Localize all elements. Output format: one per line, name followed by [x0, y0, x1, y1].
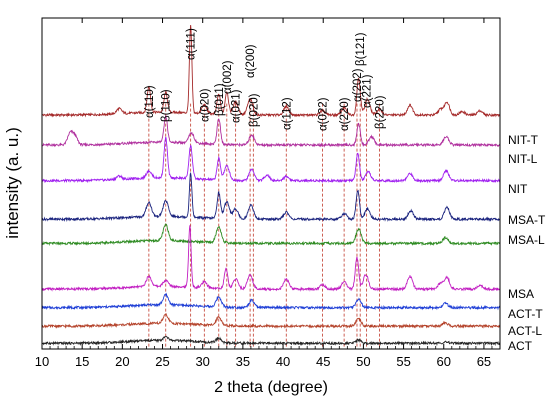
x-tick-label: 25 [155, 354, 169, 369]
sample-label-act-l: ACT-L [508, 324, 542, 338]
x-tick-label: 65 [477, 354, 491, 369]
sample-label-msa-l: MSA-L [508, 233, 545, 247]
peak-label: α(022) [317, 97, 329, 131]
peak-label: α(111) [186, 28, 198, 60]
peak-labels: α(110) β(110)α(111)α(020) β(011)α(002)α(02… [144, 28, 387, 131]
peak-label: α(020) [199, 88, 211, 122]
peak-label: α(221) [362, 74, 374, 108]
sample-label-nit-t: NIT-T [508, 133, 539, 147]
peak-label: β(020) [248, 93, 260, 127]
series-traces [41, 25, 501, 347]
series-line-nit [41, 136, 501, 184]
series-line-msa [41, 225, 501, 292]
peak-label: α(110) [144, 85, 156, 118]
series-line-act-l [41, 313, 501, 329]
x-tick-label: 15 [75, 354, 89, 369]
sample-label-nit-l: NIT-L [508, 152, 538, 166]
sample-label-act-t: ACT-T [508, 307, 543, 321]
series-line-nit-l [41, 115, 501, 148]
plot-frame [41, 17, 501, 350]
peak-label: α(002) [222, 60, 234, 94]
x-tick-label: 30 [195, 354, 209, 369]
series-line-act-t [41, 292, 501, 311]
x-tick-label: 60 [437, 354, 451, 369]
peak-label: β(121) [355, 32, 367, 66]
series-line-msa-l [41, 223, 501, 247]
peak-label: β(011) [214, 83, 226, 116]
x-axis-ticks: 10 15 20 25 30 35 40 45 50 55 60 65 [35, 18, 501, 369]
y-axis-label: intensity (a. u.) [3, 127, 22, 239]
x-tick-label: 50 [356, 354, 370, 369]
peak-label: α(220) [339, 97, 351, 131]
sample-label-msa: MSA [508, 287, 534, 301]
peak-label: α(202) [352, 68, 364, 102]
series-line-nit-t [41, 25, 501, 118]
peak-label: β(110) [161, 89, 173, 122]
reference-lines [148, 103, 380, 349]
peak-label: β(220) [375, 95, 387, 129]
peak-label: α(112) [281, 97, 293, 130]
x-tick-label: 45 [316, 354, 330, 369]
series-line-msa-t [41, 172, 501, 222]
x-tick-label: 10 [35, 354, 49, 369]
sample-label-msa-t: MSA-T [508, 213, 546, 227]
x-tick-label: 40 [276, 354, 290, 369]
series-line-act [41, 335, 501, 347]
x-tick-label: 20 [115, 354, 129, 369]
x-tick-label: 35 [236, 354, 250, 369]
x-axis-label: 2 theta (degree) [214, 379, 328, 396]
sample-label-act: ACT [508, 339, 533, 353]
sample-label-nit: NIT [508, 182, 528, 196]
x-tick-label: 55 [396, 354, 410, 369]
peak-label: α(200) [245, 44, 257, 78]
peak-label: α(021) [231, 89, 243, 123]
